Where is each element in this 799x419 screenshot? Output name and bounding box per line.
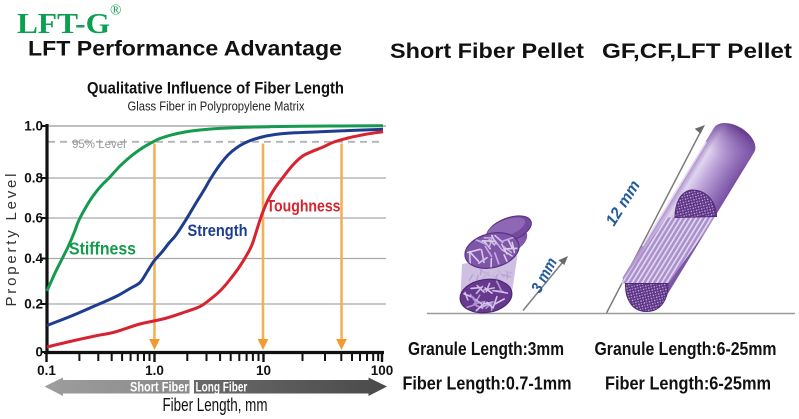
svg-text:®: ® <box>110 3 121 19</box>
svg-text:0: 0 <box>35 345 43 360</box>
svg-text:0.6: 0.6 <box>24 211 43 226</box>
svg-text:Glass Fiber in Polypropylene M: Glass Fiber in Polypropylene Matrix <box>128 99 305 114</box>
svg-text:Long Fiber: Long Fiber <box>196 380 248 395</box>
svg-text:1.0: 1.0 <box>24 119 43 134</box>
svg-text:Stiffness: Stiffness <box>69 239 136 259</box>
svg-text:95% Level: 95% Level <box>72 139 126 151</box>
svg-text:0.2: 0.2 <box>24 297 43 312</box>
svg-text:LFT Performance Advantage: LFT Performance Advantage <box>28 37 342 61</box>
svg-text:Granule Length:3mm: Granule Length:3mm <box>408 338 564 359</box>
svg-text:0.4: 0.4 <box>24 251 43 266</box>
svg-text:1.0: 1.0 <box>145 363 164 378</box>
svg-text:Fiber Length, mm: Fiber Length, mm <box>163 395 268 415</box>
svg-text:Fiber Length:6-25mm: Fiber Length:6-25mm <box>605 373 771 394</box>
svg-text:Fiber Length:0.7-1mm: Fiber Length:0.7-1mm <box>403 373 572 394</box>
svg-text:Strength: Strength <box>188 221 248 240</box>
svg-text:GF,CF,LFT Pellet: GF,CF,LFT Pellet <box>602 39 792 63</box>
svg-text:Short Fiber Pellet: Short Fiber Pellet <box>390 39 584 63</box>
svg-text:LFT-G: LFT-G <box>17 9 110 40</box>
svg-text:Qualitative Influence of Fiber: Qualitative Influence of Fiber Length <box>87 79 344 98</box>
svg-text:Granule Length:6-25mm: Granule Length:6-25mm <box>595 338 777 359</box>
svg-text:Toughness: Toughness <box>267 197 341 216</box>
svg-text:10: 10 <box>256 363 271 378</box>
svg-text:0.8: 0.8 <box>24 171 43 186</box>
svg-text:0.1: 0.1 <box>37 363 56 378</box>
svg-text:Short Fiber: Short Fiber <box>130 380 189 395</box>
svg-text:100: 100 <box>371 363 394 378</box>
